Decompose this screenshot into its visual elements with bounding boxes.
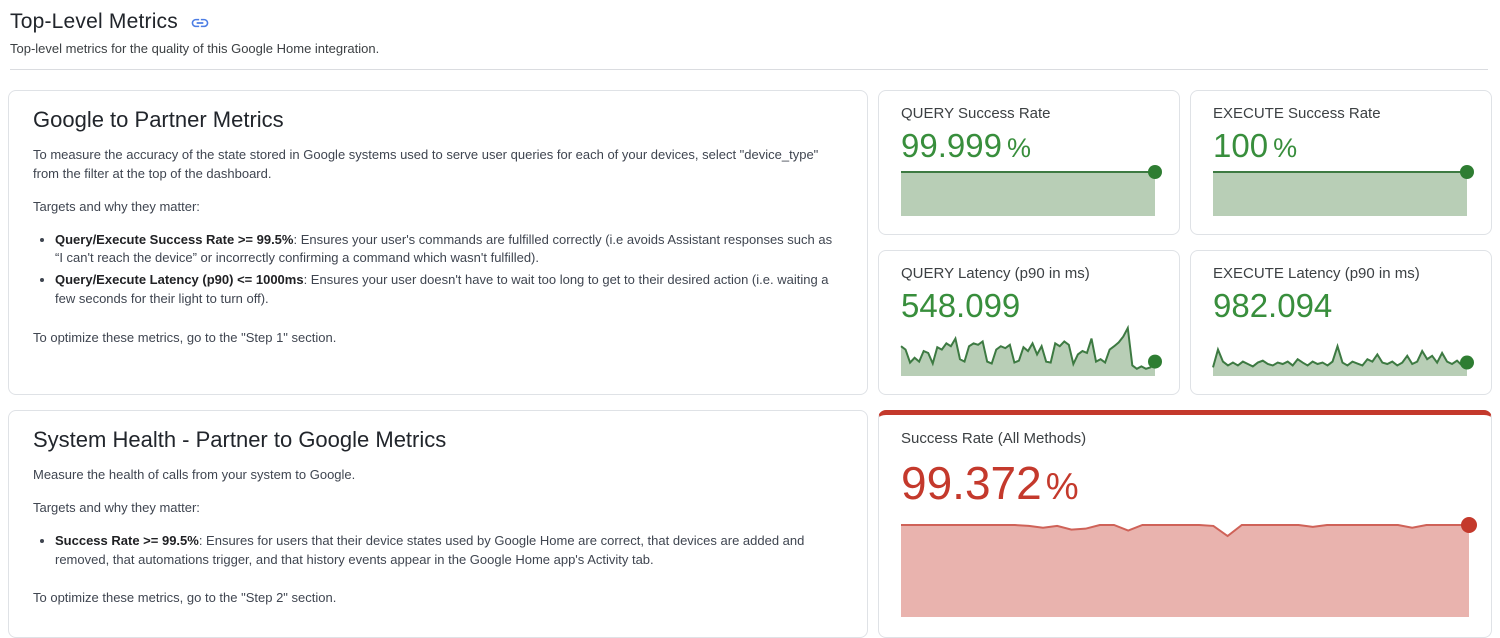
google-to-partner-card: Google to Partner Metrics To measure the…: [8, 90, 868, 395]
scorecard-success-rate-all-methods[interactable]: Success Rate (All Methods) 99.372%: [878, 410, 1492, 638]
success-rate-all-methods-sparkline: [901, 517, 1477, 617]
page-title: Top-Level Metrics: [10, 10, 178, 33]
system-health-intro: Measure the health of calls from your sy…: [33, 467, 356, 482]
google-to-partner-targets-label: Targets and why they matter:: [33, 198, 200, 214]
page-subtitle: Top-level metrics for the quality of thi…: [10, 41, 380, 56]
scorecard-query-latency[interactable]: QUERY Latency (p90 in ms) 548.099: [878, 250, 1180, 395]
google-to-partner-footer: To optimize these metrics, go to the "St…: [33, 329, 337, 345]
dashboard-content: Google to Partner Metrics To measure the…: [0, 90, 1500, 638]
scorecard-value: 548.099: [901, 287, 1021, 324]
bullet-latency: Query/Execute Latency (p90) <= 1000ms: E…: [55, 271, 841, 309]
system-health-title: System Health - Partner to Google Metric…: [33, 427, 447, 452]
scorecard-unit: %: [1273, 133, 1298, 163]
scorecard-value: 99.999%: [901, 127, 1031, 164]
scorecard-value: 100%: [1213, 127, 1298, 164]
google-to-partner-bullet-list: Query/Execute Success Rate >= 99.5%: Ens…: [33, 231, 841, 309]
scorecard-query-success-rate[interactable]: QUERY Success Rate 99.999%: [878, 90, 1180, 235]
scorecard-label: QUERY Latency (p90 in ms): [901, 265, 1090, 282]
scorecard-label: Success Rate (All Methods): [901, 430, 1087, 447]
scorecard-unit: %: [1006, 133, 1031, 163]
page-header: Top-Level Metrics Top-level metrics for …: [0, 0, 1500, 70]
system-health-bullet-list: Success Rate >= 99.5%: Ensures for users…: [33, 532, 841, 570]
system-health-targets-label: Targets and why they matter:: [33, 499, 200, 515]
scorecard-value: 982.094: [1213, 287, 1333, 324]
anchor-link-icon[interactable]: [190, 13, 210, 33]
header-divider: [10, 69, 1488, 70]
bullet-success-rate: Success Rate >= 99.5%: Ensures for users…: [55, 532, 841, 570]
bullet-success-rate: Query/Execute Success Rate >= 99.5%: Ens…: [55, 231, 841, 269]
scorecard-label: QUERY Success Rate: [901, 105, 1051, 122]
execute-success-sparkline: [1213, 165, 1474, 216]
scorecard-unit: %: [1045, 466, 1079, 507]
scorecard-value: 99.372%: [901, 457, 1079, 509]
execute-latency-sparkline: [1212, 328, 1474, 376]
system-health-card: System Health - Partner to Google Metric…: [8, 410, 868, 638]
system-health-footer: To optimize these metrics, go to the "St…: [33, 590, 337, 606]
scorecard-execute-latency[interactable]: EXECUTE Latency (p90 in ms) 982.094: [1190, 250, 1492, 395]
scorecard-label: EXECUTE Latency (p90 in ms): [1213, 265, 1420, 282]
query-latency-sparkline: [900, 324, 1162, 376]
google-to-partner-title: Google to Partner Metrics: [33, 107, 284, 132]
scorecard-label: EXECUTE Success Rate: [1213, 105, 1381, 122]
scorecard-execute-success-rate[interactable]: EXECUTE Success Rate 100%: [1190, 90, 1492, 235]
scorecard-grid: QUERY Success Rate 99.999% EXECUTE Succe…: [878, 90, 1492, 395]
query-success-sparkline: [901, 165, 1162, 216]
google-to-partner-intro: To measure the accuracy of the state sto…: [33, 147, 819, 181]
